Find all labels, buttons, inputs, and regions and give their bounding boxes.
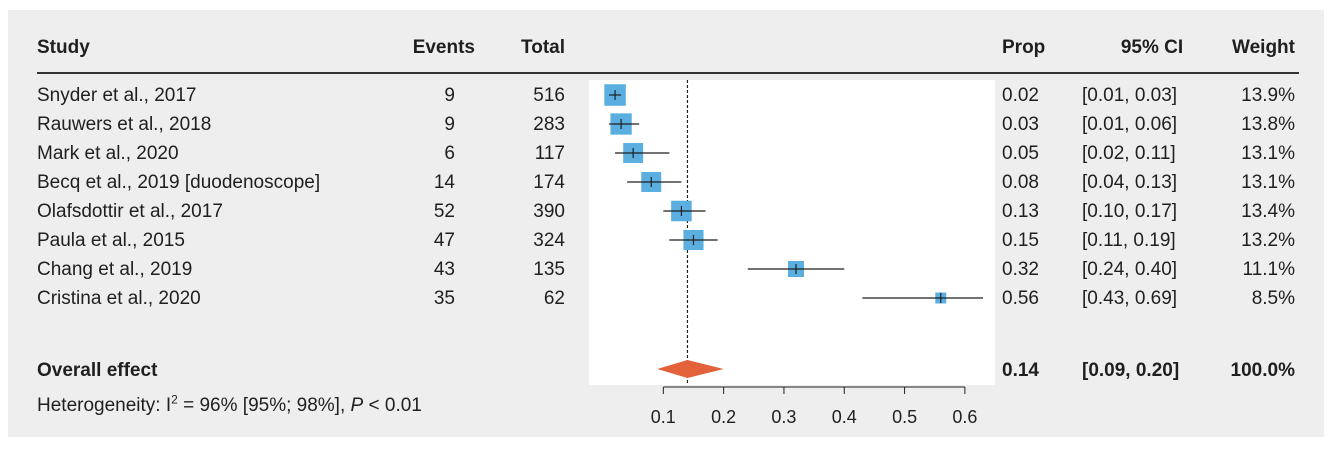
row-ci: [0.01, 0.06] — [1082, 114, 1178, 135]
overall-prop: 0.14 — [1002, 360, 1039, 381]
row-weight: 13.2% — [1241, 230, 1295, 251]
row-prop: 0.13 — [1002, 201, 1039, 222]
col-header-prop: Prop — [1002, 37, 1046, 58]
x-tick-label: 0.3 — [771, 407, 796, 427]
row-ci: [0.04, 0.13] — [1082, 172, 1178, 193]
row-study: Cristina et al., 2020 — [37, 288, 201, 309]
row-ci: [0.43, 0.69] — [1082, 288, 1178, 309]
col-header-weight: Weight — [1232, 37, 1295, 58]
heterogeneity-sup: 2 — [171, 392, 178, 407]
row-prop: 0.15 — [1002, 230, 1039, 251]
row-events: 14 — [433, 172, 455, 193]
row-study: Chang et al., 2019 — [37, 259, 193, 280]
row-study: Mark et al., 2020 — [37, 143, 179, 164]
row-ci: [0.24, 0.40] — [1082, 259, 1178, 280]
overall-ci: [0.09, 0.20] — [1082, 360, 1180, 381]
row-ci: [0.11, 0.19] — [1082, 230, 1176, 251]
row-total: 117 — [534, 143, 565, 164]
row-ci: [0.10, 0.17] — [1082, 201, 1178, 222]
row-weight: 13.1% — [1241, 143, 1295, 164]
col-header-events: Events — [412, 37, 475, 58]
x-tick-label: 0.6 — [952, 407, 977, 427]
row-total: 516 — [533, 85, 565, 106]
heterogeneity-suffix: < 0.01 — [363, 395, 422, 416]
row-total: 324 — [533, 230, 565, 251]
row-total: 135 — [533, 259, 565, 280]
row-total: 62 — [543, 288, 565, 309]
row-weight: 13.1% — [1241, 172, 1295, 193]
row-study: Snyder et al., 2017 — [37, 85, 197, 106]
row-total: 174 — [533, 172, 565, 193]
row-prop: 0.02 — [1002, 85, 1039, 106]
row-study: Rauwers et al., 2018 — [37, 114, 212, 135]
heterogeneity-text: Heterogeneity: I2 = 96% [95%; 98%], P < … — [37, 392, 422, 417]
col-header-ci: 95% CI — [1120, 37, 1184, 58]
row-weight: 13.9% — [1241, 85, 1295, 106]
row-prop: 0.05 — [1002, 143, 1039, 164]
x-tick-label: 0.2 — [711, 407, 736, 427]
row-events: 35 — [433, 288, 455, 309]
row-ci: [0.01, 0.03] — [1082, 85, 1178, 106]
row-weight: 13.8% — [1241, 114, 1295, 135]
heterogeneity-mid: = 96% [95%; 98%], — [177, 395, 351, 416]
x-tick-label: 0.1 — [651, 407, 676, 427]
row-prop: 0.08 — [1002, 172, 1039, 193]
overall-label: Overall effect — [37, 360, 158, 381]
row-events: 9 — [444, 114, 455, 135]
col-header-total: Total — [521, 37, 565, 58]
row-prop: 0.56 — [1002, 288, 1039, 309]
x-tick-label: 0.4 — [832, 407, 857, 427]
row-study: Olafsdottir et al., 2017 — [37, 201, 223, 222]
row-weight: 8.5% — [1251, 288, 1295, 309]
header-rule — [37, 72, 1299, 74]
overall-diamond — [657, 360, 724, 378]
row-prop: 0.32 — [1002, 259, 1039, 280]
col-header-study: Study — [37, 37, 90, 58]
row-events: 47 — [433, 230, 455, 251]
row-events: 9 — [444, 85, 455, 106]
row-weight: 11.1% — [1242, 259, 1295, 280]
row-study: Becq et al., 2019 [duodenoscope] — [37, 172, 321, 193]
plot-area — [589, 80, 995, 385]
overall-weight: 100.0% — [1230, 360, 1295, 381]
row-study: Paula et al., 2015 — [37, 230, 185, 251]
heterogeneity-prefix: Heterogeneity: I — [37, 395, 172, 416]
row-ci: [0.02, 0.11] — [1082, 143, 1176, 164]
row-events: 6 — [444, 143, 455, 164]
row-prop: 0.03 — [1002, 114, 1039, 135]
row-events: 52 — [433, 201, 455, 222]
row-events: 43 — [433, 259, 455, 280]
row-total: 283 — [533, 114, 565, 135]
row-weight: 13.4% — [1241, 201, 1295, 222]
row-total: 390 — [533, 201, 565, 222]
heterogeneity-p: P — [350, 395, 364, 416]
x-tick-label: 0.5 — [892, 407, 917, 427]
